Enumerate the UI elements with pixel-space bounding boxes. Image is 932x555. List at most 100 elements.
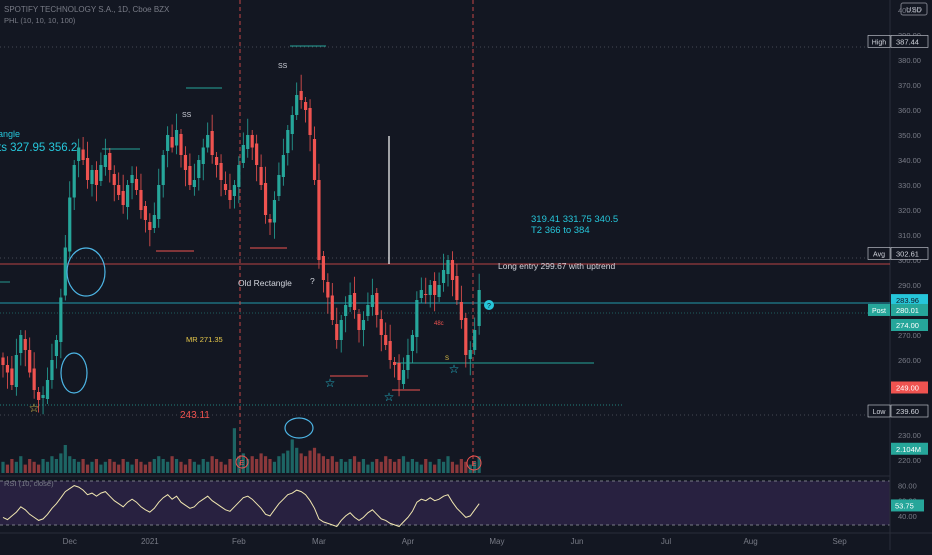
volume-bar — [72, 459, 76, 473]
volume-bar — [321, 456, 325, 473]
candle-body — [103, 155, 107, 167]
candle-body — [72, 165, 76, 198]
volume-bar — [112, 461, 116, 473]
volume-bar — [308, 450, 312, 473]
price-label-badge — [891, 303, 928, 316]
volume-bar — [352, 456, 357, 473]
volume-bar — [10, 459, 14, 473]
price-labels: High 387.44 Avg 302.61 283.96 Post 280.01 274.0… — [867, 35, 929, 455]
candle-body — [246, 135, 250, 149]
volume-bar — [397, 459, 401, 473]
time-tick-label: Apr — [402, 537, 415, 546]
candle-body — [424, 294, 428, 295]
volume-bar — [77, 461, 81, 473]
volume-bar — [152, 459, 156, 473]
candle-body — [170, 137, 174, 148]
volume-bar — [326, 459, 330, 473]
time-tick-label: Jun — [571, 537, 584, 546]
volume-bar — [197, 464, 201, 473]
price-tick-label: 360.00 — [898, 106, 921, 115]
help-icon[interactable] — [484, 300, 494, 310]
candle-body — [130, 175, 134, 183]
candle-body — [81, 149, 85, 160]
candle-body — [126, 185, 130, 207]
candle-body — [259, 167, 263, 185]
time-tick-label: Aug — [743, 537, 757, 546]
volume-bar — [441, 461, 446, 473]
candle-body — [5, 365, 10, 373]
candle-body — [290, 115, 294, 134]
volume-bar — [37, 464, 41, 473]
candle-body — [388, 341, 392, 360]
volume-bar — [455, 464, 459, 473]
volume-bar — [246, 459, 250, 473]
candle-body — [268, 219, 272, 223]
candle-body — [317, 180, 321, 260]
volume-bar — [210, 456, 214, 473]
candle-body — [446, 260, 450, 274]
volume-bar — [161, 459, 165, 473]
earnings-marker-1-label: E — [240, 460, 245, 467]
rsi-tick-label: 80.00 — [898, 482, 917, 491]
rsi-value-badge — [891, 499, 924, 512]
volume-bar — [299, 453, 303, 473]
volume-bar — [473, 461, 477, 473]
candle-body — [157, 185, 161, 219]
candle-body — [441, 270, 446, 283]
volume-bar — [90, 461, 94, 473]
candle-body — [459, 302, 463, 320]
candle-body — [77, 147, 81, 161]
price-label-tag-text: Low — [873, 409, 887, 416]
candle-body — [174, 130, 179, 146]
candle-body — [45, 380, 50, 399]
candle-body — [384, 335, 388, 345]
candle-body — [321, 256, 325, 280]
price-tick-label: 330.00 — [898, 181, 921, 190]
indicator-title: PHL (10, 10, 10, 100) — [4, 16, 76, 25]
price-label-value: 239.60 — [896, 407, 919, 416]
candle-body — [50, 360, 54, 380]
price-label-tag-text: High — [872, 39, 887, 46]
time-tick-label: Sep — [832, 537, 847, 546]
price-tick-label: 340.00 — [898, 156, 921, 165]
annotation-question: ? — [310, 276, 315, 286]
price-tick-label: 380.00 — [898, 56, 921, 65]
currency-badge[interactable] — [900, 2, 928, 16]
earnings-marker-2[interactable] — [466, 455, 482, 471]
volume-bar — [290, 439, 294, 473]
volume-bar — [357, 461, 361, 473]
candle-body — [433, 281, 437, 295]
candle-body — [304, 102, 308, 110]
price-label-value: 302.61 — [896, 249, 919, 258]
rsi-line-group: RSI (10, close) — [2, 479, 480, 528]
price-label-tag — [868, 303, 890, 316]
annotation-targets-right-1: 319.41 331.75 340.5 — [531, 214, 618, 225]
candle-body — [37, 392, 41, 400]
candle-body — [308, 108, 312, 135]
candle-body — [286, 130, 290, 153]
price-label-badge — [890, 247, 929, 260]
rsi-label: RSI (10, close) — [4, 479, 54, 488]
annotation-ss-1: SS — [182, 112, 192, 119]
volume-bar — [428, 461, 432, 473]
candle-body — [63, 247, 67, 296]
volume-bar — [68, 456, 72, 473]
price-label-tag-text: Avg — [873, 251, 885, 258]
price-label-value: 280.01 — [896, 306, 919, 315]
volume-bar — [63, 445, 67, 473]
candle-body — [166, 135, 170, 151]
volume-bar — [477, 456, 481, 473]
earnings-marker-1[interactable] — [235, 455, 249, 469]
volume-bar — [281, 453, 285, 473]
volume-bar — [59, 453, 63, 473]
volume-bar — [304, 456, 308, 473]
drawn-ellipse-2 — [60, 352, 88, 394]
volume-bar — [393, 461, 397, 473]
candle-body — [410, 335, 414, 351]
candle-body — [90, 170, 94, 184]
price-label-tag — [867, 404, 891, 418]
time-tick-label: 2021 — [141, 537, 159, 546]
